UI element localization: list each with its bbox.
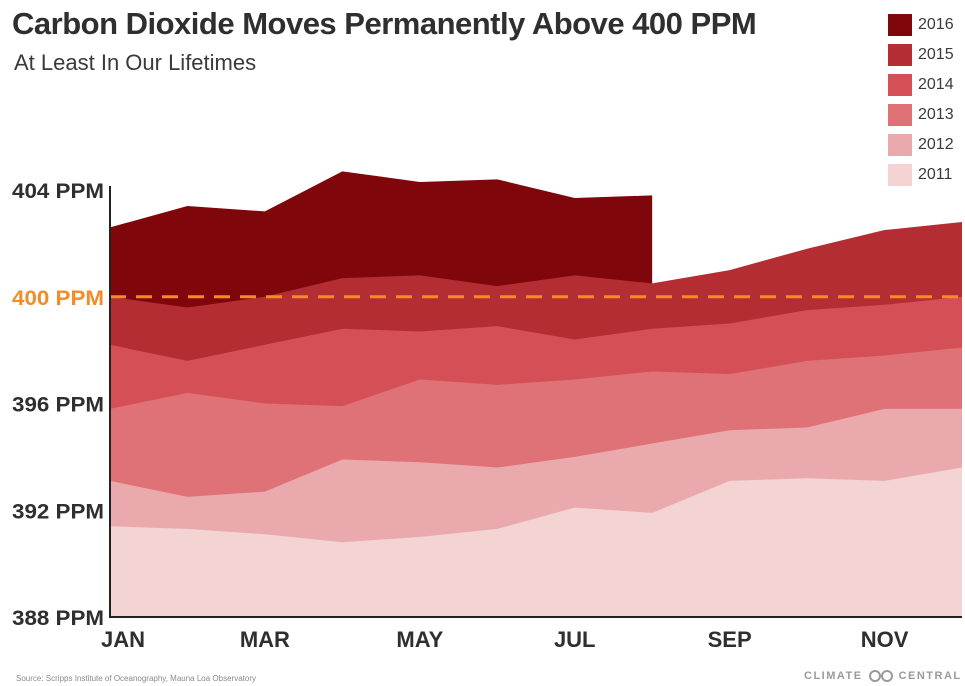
- x-tick-labels: JAN MAR MAY JUL SEP NOV: [101, 627, 909, 652]
- legend-swatch: [888, 134, 912, 156]
- y-tick-label: 400 PPM: [12, 287, 104, 310]
- legend-item-2011: 2011: [888, 160, 964, 190]
- legend-item-2016: 2016: [888, 10, 964, 40]
- legend-label: 2011: [918, 166, 953, 183]
- legend: 2016 2015 2014 2013 2012 2011: [888, 10, 964, 190]
- legend-item-2012: 2012: [888, 130, 964, 160]
- logo-icon: [868, 670, 893, 682]
- area-series-group: [110, 171, 962, 617]
- legend-item-2015: 2015: [888, 40, 964, 70]
- x-tick-label: MAR: [240, 627, 290, 652]
- legend-label: 2012: [918, 136, 954, 153]
- chart-subtitle: At Least In Our Lifetimes: [14, 50, 257, 75]
- legend-swatch: [888, 14, 912, 36]
- x-tick-label: MAY: [396, 627, 443, 652]
- legend-item-2014: 2014: [888, 70, 964, 100]
- logo-text-left: CLIMATE: [804, 670, 863, 682]
- legend-swatch: [888, 104, 912, 126]
- y-tick-label: 392 PPM: [12, 500, 104, 523]
- y-tick-label: 388 PPM: [12, 607, 104, 630]
- climate-central-logo: CLIMATE CENTRAL: [804, 670, 962, 682]
- chart-title: Carbon Dioxide Moves Permanently Above 4…: [12, 6, 757, 41]
- source-note: Source: Scripps Institute of Oceanograph…: [16, 674, 256, 683]
- y-tick-label: 404 PPM: [12, 180, 104, 203]
- legend-label: 2016: [918, 16, 954, 33]
- axes-group: [109, 186, 962, 618]
- legend-swatch: [888, 74, 912, 96]
- logo-text-right: CENTRAL: [898, 670, 962, 682]
- legend-label: 2013: [918, 106, 954, 123]
- x-tick-label: SEP: [708, 627, 752, 652]
- area-2011: [110, 467, 962, 617]
- x-tick-label: NOV: [861, 627, 909, 652]
- y-tick-labels: 388 PPM 392 PPM 396 PPM 400 PPM 404 PPM: [12, 180, 104, 630]
- legend-swatch: [888, 164, 912, 186]
- legend-label: 2015: [918, 46, 954, 63]
- legend-swatch: [888, 44, 912, 66]
- y-tick-label: 396 PPM: [12, 394, 104, 417]
- legend-item-2013: 2013: [888, 100, 964, 130]
- x-tick-label: JAN: [101, 627, 145, 652]
- legend-label: 2014: [918, 76, 954, 93]
- x-tick-label: JUL: [554, 627, 596, 652]
